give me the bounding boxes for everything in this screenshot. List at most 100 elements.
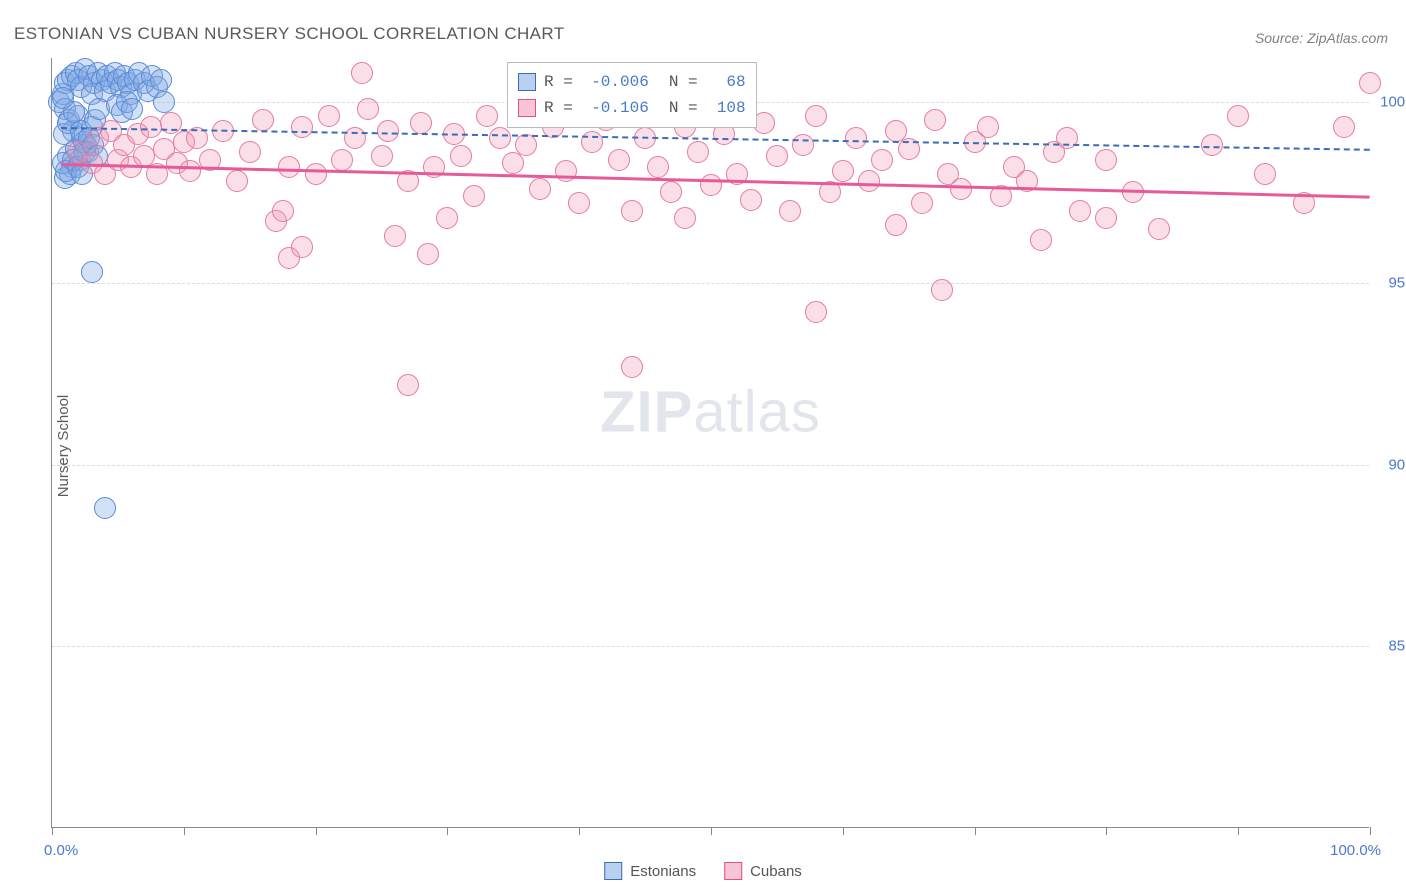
data-point (318, 105, 340, 127)
y-axis-label: Nursery School (55, 395, 72, 498)
data-point (397, 374, 419, 396)
x-tick (184, 827, 185, 835)
legend-swatch (518, 73, 536, 91)
data-point (417, 243, 439, 265)
data-point (52, 87, 74, 109)
data-point (384, 225, 406, 247)
gridline (52, 646, 1369, 647)
data-point (291, 236, 313, 258)
data-point (351, 62, 373, 84)
data-point (1333, 116, 1355, 138)
data-point (357, 98, 379, 120)
data-point (179, 160, 201, 182)
data-point (278, 156, 300, 178)
data-point (911, 192, 933, 214)
watermark: ZIPatlas (600, 378, 821, 445)
data-point (931, 279, 953, 301)
data-point (805, 105, 827, 127)
watermark-light: atlas (693, 379, 821, 444)
data-point (621, 200, 643, 222)
x-tick (1370, 827, 1371, 835)
data-point (489, 127, 511, 149)
data-point (805, 301, 827, 323)
data-point (94, 497, 116, 519)
x-tick (843, 827, 844, 835)
x-tick (579, 827, 580, 835)
legend-n-label: N = (669, 73, 698, 91)
data-point (740, 189, 762, 211)
plot-area: ZIPatlas 85.0%90.0%95.0%100.0%0.0%100.0%… (51, 58, 1369, 828)
data-point (81, 261, 103, 283)
data-point (1030, 229, 1052, 251)
y-tick-label: 85.0% (1375, 638, 1406, 655)
data-point (450, 145, 472, 167)
x-tick (316, 827, 317, 835)
x-tick (1106, 827, 1107, 835)
x-tick (975, 827, 976, 835)
data-point (272, 200, 294, 222)
y-tick-label: 95.0% (1375, 275, 1406, 292)
data-point (344, 127, 366, 149)
stats-legend-row: R = -0.006 N = 68 (518, 69, 746, 95)
data-point (621, 356, 643, 378)
legend-n-value: 108 (706, 99, 746, 117)
data-point (792, 134, 814, 156)
data-point (1069, 200, 1091, 222)
data-point (331, 149, 353, 171)
data-point (1095, 149, 1117, 171)
data-point (766, 145, 788, 167)
data-point (581, 131, 603, 153)
legend-r-label: R = (544, 73, 573, 91)
x-tick (1238, 827, 1239, 835)
data-point (1227, 105, 1249, 127)
legend-label-estonians: Estonians (630, 863, 696, 880)
data-point (1148, 218, 1170, 240)
data-point (529, 178, 551, 200)
y-tick-label: 90.0% (1375, 456, 1406, 473)
data-point (832, 160, 854, 182)
data-point (239, 141, 261, 163)
x-tick (447, 827, 448, 835)
data-point (885, 214, 907, 236)
bottom-legend: Estonians Cubans (604, 862, 802, 880)
legend-n-value: 68 (706, 73, 746, 91)
data-point (150, 69, 172, 91)
source-attribution: Source: ZipAtlas.com (1255, 30, 1388, 46)
legend-swatch (518, 99, 536, 117)
data-point (924, 109, 946, 131)
data-point (305, 163, 327, 185)
legend-item-estonians: Estonians (604, 862, 696, 880)
data-point (779, 200, 801, 222)
data-point (140, 116, 162, 138)
data-point (845, 127, 867, 149)
data-point (410, 112, 432, 134)
data-point (226, 170, 248, 192)
data-point (977, 116, 999, 138)
data-point (568, 192, 590, 214)
data-point (674, 207, 696, 229)
data-point (121, 98, 143, 120)
data-point (1254, 163, 1276, 185)
data-point (647, 156, 669, 178)
legend-r-value: -0.006 (581, 73, 649, 91)
chart-title: ESTONIAN VS CUBAN NURSERY SCHOOL CORRELA… (14, 24, 565, 44)
stats-legend: R = -0.006 N = 68 R = -0.106N = 108 (507, 62, 757, 128)
data-point (700, 174, 722, 196)
gridline (52, 465, 1369, 466)
data-point (608, 149, 630, 171)
data-point (515, 134, 537, 156)
legend-r-value: -0.106 (581, 99, 649, 117)
data-point (291, 116, 313, 138)
stats-legend-row: R = -0.106N = 108 (518, 95, 746, 121)
x-tick (52, 827, 53, 835)
data-point (252, 109, 274, 131)
data-point (377, 120, 399, 142)
x-tick-label-max: 100.0% (1330, 842, 1381, 859)
data-point (476, 105, 498, 127)
y-tick-label: 100.0% (1375, 93, 1406, 110)
data-point (463, 185, 485, 207)
legend-item-cubans: Cubans (724, 862, 802, 880)
data-point (153, 91, 175, 113)
watermark-bold: ZIP (600, 379, 693, 444)
legend-label-cubans: Cubans (750, 863, 802, 880)
